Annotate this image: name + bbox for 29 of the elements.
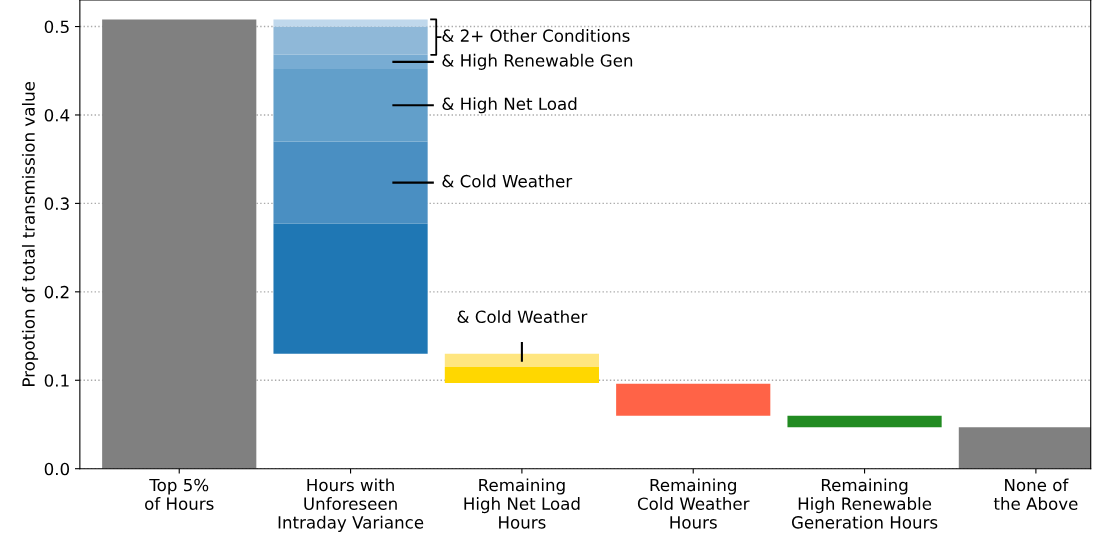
bar [273,26,428,55]
bar [444,353,599,367]
annotation: & Cold Weather [442,174,573,188]
bar [102,19,257,469]
annotation: & 2+ Other Conditions [442,29,630,42]
annotation: & Cold Weather [457,310,588,324]
y-tick-label: 0.4 [44,108,70,122]
bar [787,415,942,428]
bar [444,367,599,383]
y-tick-label: 0.3 [44,197,69,210]
x-tick-label: Remaining High Net Load Hours [464,478,580,529]
bar [273,68,428,142]
y-tick-label: 0.5 [44,20,69,34]
x-tick-label: None of the Above [993,478,1078,510]
bar [273,141,428,224]
bar [273,19,428,27]
annotation: & High Net Load [442,97,577,114]
x-tick-label: Remaining High Renewable Generation Hours [791,478,938,529]
bar [273,54,428,69]
y-axis-title: Propotion of total transmission value [21,81,39,386]
bar [616,383,771,416]
y-tick-label: 0.1 [44,374,69,387]
x-tick-label: Remaining Cold Weather Hours [637,478,750,529]
bar [273,223,428,354]
annotation: & High Renewable Gen [442,53,633,70]
x-tick-label: Top 5% of Hours [145,478,214,510]
x-tick-label: Hours with Unforeseen Intraday Variance [278,478,424,532]
y-tick-label: 0.0 [44,462,70,476]
y-tick-label: 0.2 [44,285,69,299]
